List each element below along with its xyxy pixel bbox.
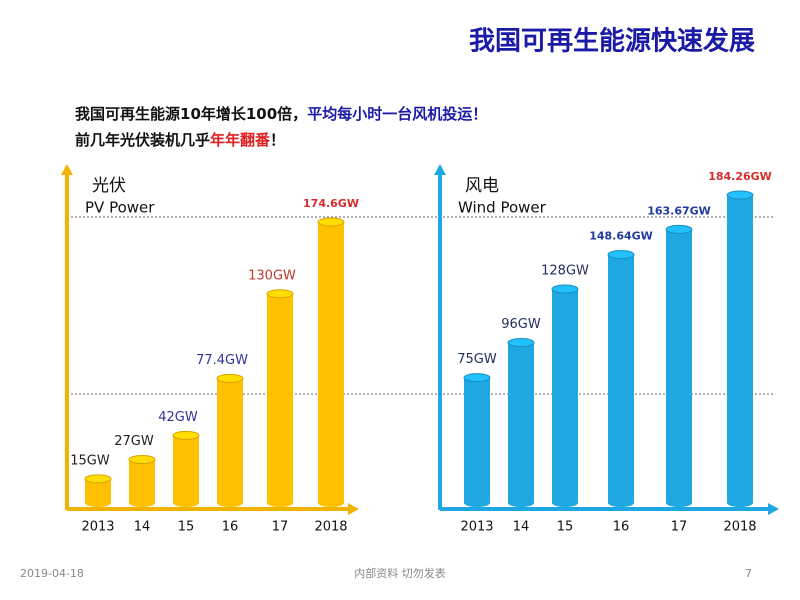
x-tick-label: 2018 — [723, 520, 756, 535]
bar-base — [85, 499, 111, 507]
bar-base — [608, 499, 634, 507]
value-label: 15GW — [70, 453, 110, 468]
bar-top — [266, 289, 294, 299]
value-label: 128GW — [541, 264, 589, 279]
value-label: 77.4GW — [196, 353, 248, 368]
chart-title: 光伏 — [92, 176, 126, 196]
x-tick-label: 2013 — [81, 520, 114, 535]
chart-title: 风电 — [465, 176, 499, 196]
slide-title: 我国可再生能源快速发展 — [469, 26, 755, 57]
bar — [464, 377, 490, 503]
footer-note: 内部资料 切勿发表 — [354, 566, 446, 580]
axis-arrow — [348, 503, 359, 515]
bar-base — [666, 499, 692, 507]
bar-base — [129, 499, 155, 507]
bar-base — [173, 499, 199, 507]
bar — [129, 459, 155, 503]
bar-top — [665, 224, 693, 234]
intro-line: 我国可再生能源10年增长100倍，平均每小时一台风机投运！ — [75, 105, 487, 123]
x-tick-label: 14 — [134, 520, 151, 535]
value-label: 184.26GW — [708, 170, 772, 183]
x-tick-label: 15 — [178, 520, 195, 535]
bar-top — [607, 250, 635, 260]
value-label: 163.67GW — [647, 204, 711, 217]
bar-top — [84, 474, 112, 484]
x-tick-label: 15 — [557, 520, 574, 535]
bar-base — [464, 499, 490, 507]
x-tick-label: 16 — [222, 520, 239, 535]
bar-base — [508, 499, 534, 507]
footer-page: 7 — [745, 567, 752, 580]
bar-top — [726, 190, 754, 200]
x-tick-label: 16 — [613, 520, 630, 535]
bar-base — [318, 499, 344, 507]
bar — [608, 254, 634, 503]
bar-top — [317, 217, 345, 227]
footer-date: 2019-04-18 — [20, 567, 84, 580]
intro-line: 前几年光伏装机几乎年年翻番！ — [75, 131, 285, 149]
axis-arrow — [61, 164, 73, 175]
intro-text: 平均每小时一台风机投运！ — [307, 105, 487, 123]
bar-top — [128, 455, 156, 465]
bar — [267, 293, 293, 503]
bar-top — [463, 373, 491, 383]
bar-top — [551, 284, 579, 294]
value-label: 130GW — [248, 268, 296, 283]
x-tick-label: 17 — [671, 520, 688, 535]
value-label: 75GW — [457, 352, 497, 367]
bar — [173, 435, 199, 503]
bar — [552, 289, 578, 503]
x-tick-label: 2013 — [460, 520, 493, 535]
value-label: 174.6GW — [303, 197, 359, 210]
intro-text: 我国可再生能源10年增长100倍， — [75, 105, 307, 123]
intro-text: ！ — [270, 131, 285, 149]
bar — [217, 378, 243, 503]
x-tick-label: 17 — [272, 520, 289, 535]
bar — [666, 229, 692, 503]
bar-base — [267, 499, 293, 507]
intro-text: 前几年光伏装机几乎 — [75, 131, 210, 149]
chart-subtitle: PV Power — [85, 199, 155, 217]
intro-text: 年年翻番 — [210, 131, 271, 149]
x-tick-label: 2018 — [314, 520, 347, 535]
value-label: 148.64GW — [589, 230, 653, 243]
bar — [727, 195, 753, 503]
value-label: 27GW — [114, 434, 154, 449]
x-tick-label: 14 — [513, 520, 530, 535]
chart-subtitle: Wind Power — [458, 199, 547, 217]
axis-arrow — [768, 503, 779, 515]
bar-top — [507, 338, 535, 348]
bar-base — [552, 499, 578, 507]
bar-top — [172, 430, 200, 440]
value-label: 96GW — [501, 317, 541, 332]
bar-base — [217, 499, 243, 507]
bar-base — [727, 499, 753, 507]
bar — [318, 222, 344, 503]
axis-arrow — [434, 164, 446, 175]
bar-top — [216, 373, 244, 383]
value-label: 42GW — [158, 410, 198, 425]
bar — [508, 342, 534, 503]
